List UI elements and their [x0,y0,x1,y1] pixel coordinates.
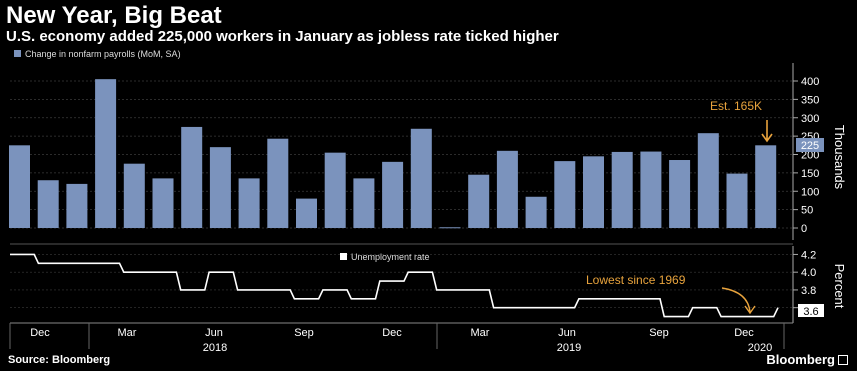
payroll-bar [296,198,317,228]
line-ylabel: Percent [832,264,847,309]
line-annotation-label: Lowest since 1969 [586,273,686,287]
bar-y-tick-label: 300 [801,113,819,125]
line-y-axis: 3.8 4.0 4.2 [792,246,816,323]
payroll-bar [611,151,633,228]
x-month-label: Sep [294,327,314,339]
x-month-label: Mar [471,327,490,339]
payroll-bar [123,163,145,228]
bar-y-tick-label: 100 [801,186,819,198]
payroll-bar [554,161,576,228]
payroll-bar [324,152,346,228]
payroll-bar [9,145,30,228]
payroll-bar [669,160,691,228]
payroll-bar [583,156,604,228]
line-y-tick-label: 4.0 [801,267,816,279]
line-annotation-arrow [721,287,756,315]
bar-series [9,79,777,229]
line-legend-swatch [340,253,347,260]
x-year-label: 2019 [557,342,581,354]
payroll-bar [640,151,662,228]
payroll-bar [66,183,88,228]
x-month-label: Jun [558,327,576,339]
line-y-tick-label: 3.8 [801,285,816,297]
bar-y-tick-label: 400 [801,76,819,88]
payroll-bar [209,147,231,228]
payroll-bar [697,133,719,228]
payroll-bar [525,196,547,228]
payroll-bar [267,138,289,228]
payroll-bar [95,79,117,228]
unemployment-rate-line [10,253,779,318]
payroll-bar [410,128,432,228]
bar-legend-label: Change in nonfarm payrolls (MoM, SA) [25,49,181,59]
x-month-label: Dec [30,327,50,339]
bar-y-tick-label: 350 [801,94,819,106]
payroll-bar [726,173,748,228]
bar-annotation-label: Est. 165K [710,99,762,113]
bar-ylabel: Thousands [832,125,847,190]
bar-annotation-arrow [761,120,773,143]
line-legend-label: Unemployment rate [351,252,430,262]
brand-logo-icon [838,355,848,365]
x-month-label: Dec [734,327,754,339]
bar-last-value-label: 225 [801,140,819,152]
bar-gridlines [10,80,793,229]
bar-last-value-box [796,138,824,152]
x-month-label: Sep [649,327,669,339]
x-axis: Dec Mar Jun Sep Dec Mar Jun Sep Dec 2018 2019 2020 [9,323,785,354]
payroll-bar [439,227,461,229]
payroll-bar [152,178,174,228]
payroll-bar [181,126,203,228]
x-month-label: Jun [205,327,223,339]
bar-y-tick-label: 0 [801,223,807,235]
x-month-label: Dec [382,327,402,339]
line-last-value-box [798,304,824,317]
chart-subtitle: U.S. economy added 225,000 workers in Ja… [6,28,559,45]
line-last-value-label: 3.6 [803,306,818,318]
bar-y-tick-label: 150 [801,168,819,180]
payroll-bar [382,161,404,228]
chart-title: New Year, Big Beat [6,2,222,29]
x-year-label: 2020 [748,342,772,354]
x-year-label: 2018 [203,342,227,354]
payroll-bar [37,180,59,228]
payroll-bar [496,150,518,228]
brand-label: Bloomberg [766,352,835,367]
payroll-bar [353,178,375,228]
bar-legend-swatch [14,50,21,57]
line-y-tick-label: 4.2 [801,249,816,261]
bar-y-tick-label: 50 [801,205,813,217]
bar-y-tick-label: 200 [801,150,819,162]
source-note: Source: Bloomberg [8,354,111,366]
payroll-bar [468,174,490,228]
payroll-bar [238,178,260,228]
payroll-bar [755,145,777,228]
x-month-label: Mar [118,327,137,339]
